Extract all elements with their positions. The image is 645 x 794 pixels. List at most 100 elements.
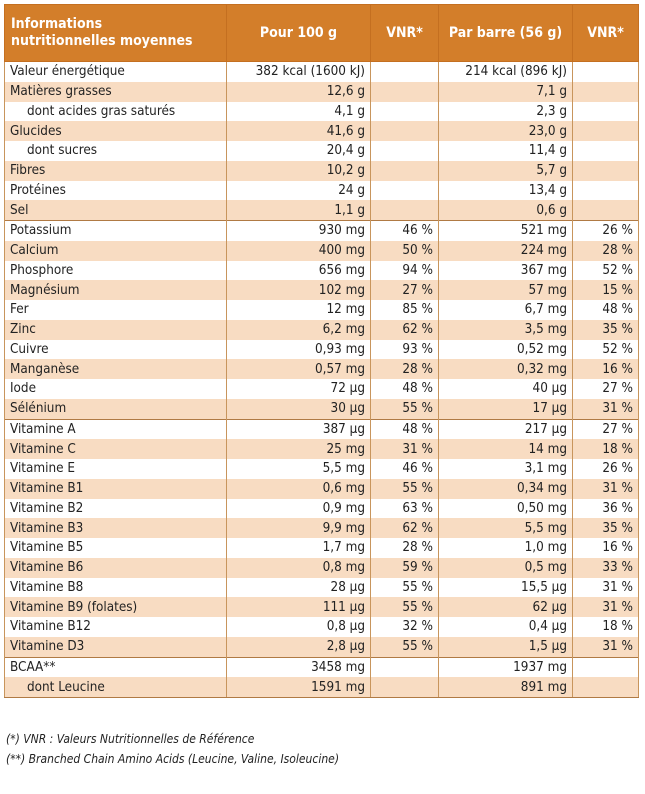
nutrient-label: Vitamine C <box>4 439 227 459</box>
nutrient-label: Sel <box>4 200 227 221</box>
table-row: Potassium 930 mg 46 % 521 mg 26 % <box>4 219 639 241</box>
value-per-bar: 2,3 g <box>438 101 573 122</box>
value-per-100g: 24 g <box>226 180 371 201</box>
table-row: BCAA** 3458 mg 1937 mg <box>4 656 639 678</box>
vnr-per-bar: 35 % <box>572 319 639 340</box>
vnr-per-100g <box>370 677 439 699</box>
value-per-100g: 1,7 mg <box>226 538 371 558</box>
vnr-per-100g <box>370 121 439 141</box>
header-vnr-100g: VNR* <box>370 4 439 62</box>
vnr-per-bar <box>572 200 639 221</box>
nutrient-label: Vitamine B3 <box>4 518 227 538</box>
table-row: Vitamine B2 0,9 mg 63 % 0,50 mg 36 % <box>4 498 639 519</box>
value-per-100g: 6,2 mg <box>226 319 371 340</box>
table-row: Matières grasses 12,6 g 7,1 g <box>4 81 639 102</box>
vnr-per-bar: 26 % <box>572 219 639 241</box>
value-per-bar: 367 mg <box>438 260 573 281</box>
value-per-bar: 23,0 g <box>438 121 573 141</box>
value-per-100g: 5,5 mg <box>226 459 371 479</box>
vnr-per-bar: 26 % <box>572 459 639 479</box>
value-per-bar: 5,7 g <box>438 160 573 181</box>
value-per-bar: 7,1 g <box>438 81 573 102</box>
table-body: Valeur énergétique 382 kcal (1600 kJ) 214 … <box>4 60 639 699</box>
nutrient-label: Matières grasses <box>4 81 227 102</box>
value-per-bar: 6,7 mg <box>438 300 573 320</box>
table-row: dont sucres 20,4 g 11,4 g <box>4 141 639 161</box>
value-per-100g: 4,1 g <box>226 101 371 122</box>
vnr-per-100g: 94 % <box>370 260 439 281</box>
nutrient-label: dont Leucine <box>4 677 227 699</box>
nutrient-label: Vitamine A <box>4 418 227 440</box>
value-per-100g: 0,8 µg <box>226 617 371 637</box>
value-per-100g: 20,4 g <box>226 141 371 161</box>
vnr-per-bar: 15 % <box>572 280 639 300</box>
value-per-bar: 15,5 µg <box>438 577 573 598</box>
header-per-bar: Par barre (56 g) <box>438 4 573 62</box>
table-row: Vitamine A 387 µg 48 % 217 µg 27 % <box>4 418 639 440</box>
table-header-row: Informations nutritionnelles moyennes Pou… <box>4 4 639 62</box>
value-per-100g: 3458 mg <box>226 656 371 678</box>
table-row: Vitamine B5 1,7 mg 28 % 1,0 mg 16 % <box>4 538 639 558</box>
vnr-per-100g <box>370 81 439 102</box>
value-per-100g: 387 µg <box>226 418 371 440</box>
table-row: Iode 72 µg 48 % 40 µg 27 % <box>4 379 639 399</box>
vnr-per-bar: 16 % <box>572 538 639 558</box>
nutrient-label: Phosphore <box>4 260 227 281</box>
value-per-100g: 930 mg <box>226 219 371 241</box>
nutrient-label: Zinc <box>4 319 227 340</box>
table-row: Fibres 10,2 g 5,7 g <box>4 160 639 181</box>
nutrient-label: Vitamine B2 <box>4 498 227 519</box>
vnr-per-bar: 36 % <box>572 498 639 519</box>
vnr-per-bar: 18 % <box>572 617 639 637</box>
vnr-per-bar <box>572 60 639 82</box>
table-row: Phosphore 656 mg 94 % 367 mg 52 % <box>4 260 639 281</box>
vnr-per-100g <box>370 141 439 161</box>
vnr-per-100g: 46 % <box>370 219 439 241</box>
vnr-per-bar <box>572 160 639 181</box>
vnr-per-100g <box>370 656 439 678</box>
value-per-100g: 0,57 mg <box>226 359 371 379</box>
nutrient-label: Vitamine B8 <box>4 577 227 598</box>
vnr-per-bar: 31 % <box>572 478 639 499</box>
table-row: Valeur énergétique 382 kcal (1600 kJ) 214 … <box>4 60 639 82</box>
header-vnr-bar: VNR* <box>572 4 639 62</box>
vnr-per-100g: 63 % <box>370 498 439 519</box>
value-per-100g: 12,6 g <box>226 81 371 102</box>
vnr-per-bar: 18 % <box>572 439 639 459</box>
vnr-per-bar <box>572 141 639 161</box>
vnr-per-bar: 33 % <box>572 557 639 578</box>
value-per-100g: 25 mg <box>226 439 371 459</box>
header-line-1: Informations <box>11 16 103 32</box>
vnr-per-bar <box>572 677 639 699</box>
nutrient-label: Vitamine D3 <box>4 636 227 657</box>
value-per-100g: 400 mg <box>226 240 371 261</box>
value-per-100g: 1591 mg <box>226 677 371 699</box>
vnr-per-bar <box>572 656 639 678</box>
table-row: Vitamine B3 9,9 mg 62 % 5,5 mg 35 % <box>4 518 639 538</box>
nutrient-label: Glucides <box>4 121 227 141</box>
value-per-bar: 3,5 mg <box>438 319 573 340</box>
table-row: Zinc 6,2 mg 62 % 3,5 mg 35 % <box>4 319 639 340</box>
table-row: Protéines 24 g 13,4 g <box>4 180 639 201</box>
nutrient-label: Fer <box>4 300 227 320</box>
vnr-per-bar: 52 % <box>572 339 639 360</box>
value-per-bar: 891 mg <box>438 677 573 699</box>
value-per-bar: 17 µg <box>438 398 573 419</box>
value-per-bar: 0,4 µg <box>438 617 573 637</box>
value-per-100g: 12 mg <box>226 300 371 320</box>
vnr-per-bar <box>572 81 639 102</box>
table-row: Vitamine B6 0,8 mg 59 % 0,5 mg 33 % <box>4 557 639 578</box>
table-row: dont acides gras saturés 4,1 g 2,3 g <box>4 101 639 122</box>
value-per-bar: 11,4 g <box>438 141 573 161</box>
value-per-bar: 5,5 mg <box>438 518 573 538</box>
vnr-per-bar: 48 % <box>572 300 639 320</box>
table-row: dont Leucine 1591 mg 891 mg <box>4 677 639 699</box>
value-per-100g: 2,8 µg <box>226 636 371 657</box>
nutrient-label: dont acides gras saturés <box>4 101 227 122</box>
vnr-per-100g: 55 % <box>370 597 439 617</box>
vnr-per-100g: 27 % <box>370 280 439 300</box>
table-row: Vitamine D3 2,8 µg 55 % 1,5 µg 31 % <box>4 636 639 657</box>
vnr-per-100g: 59 % <box>370 557 439 578</box>
value-per-bar: 521 mg <box>438 219 573 241</box>
table-row: Sel 1,1 g 0,6 g <box>4 200 639 221</box>
